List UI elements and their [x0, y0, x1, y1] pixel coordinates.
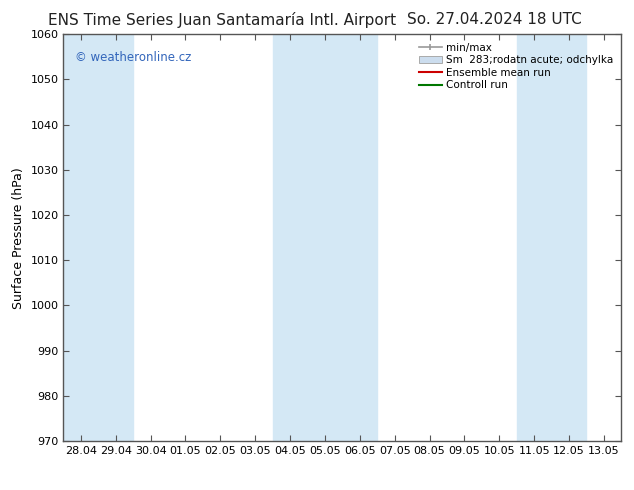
Text: © weatheronline.cz: © weatheronline.cz — [75, 50, 191, 64]
Bar — [517, 34, 586, 441]
Text: So. 27.04.2024 18 UTC: So. 27.04.2024 18 UTC — [407, 12, 582, 27]
Text: ENS Time Series Juan Santamaría Intl. Airport: ENS Time Series Juan Santamaría Intl. Ai… — [48, 12, 396, 28]
Bar — [63, 34, 133, 441]
Bar — [273, 34, 377, 441]
Y-axis label: Surface Pressure (hPa): Surface Pressure (hPa) — [12, 167, 25, 309]
Legend: min/max, Sm  283;rodatn acute; odchylka, Ensemble mean run, Controll run: min/max, Sm 283;rodatn acute; odchylka, … — [415, 40, 616, 94]
